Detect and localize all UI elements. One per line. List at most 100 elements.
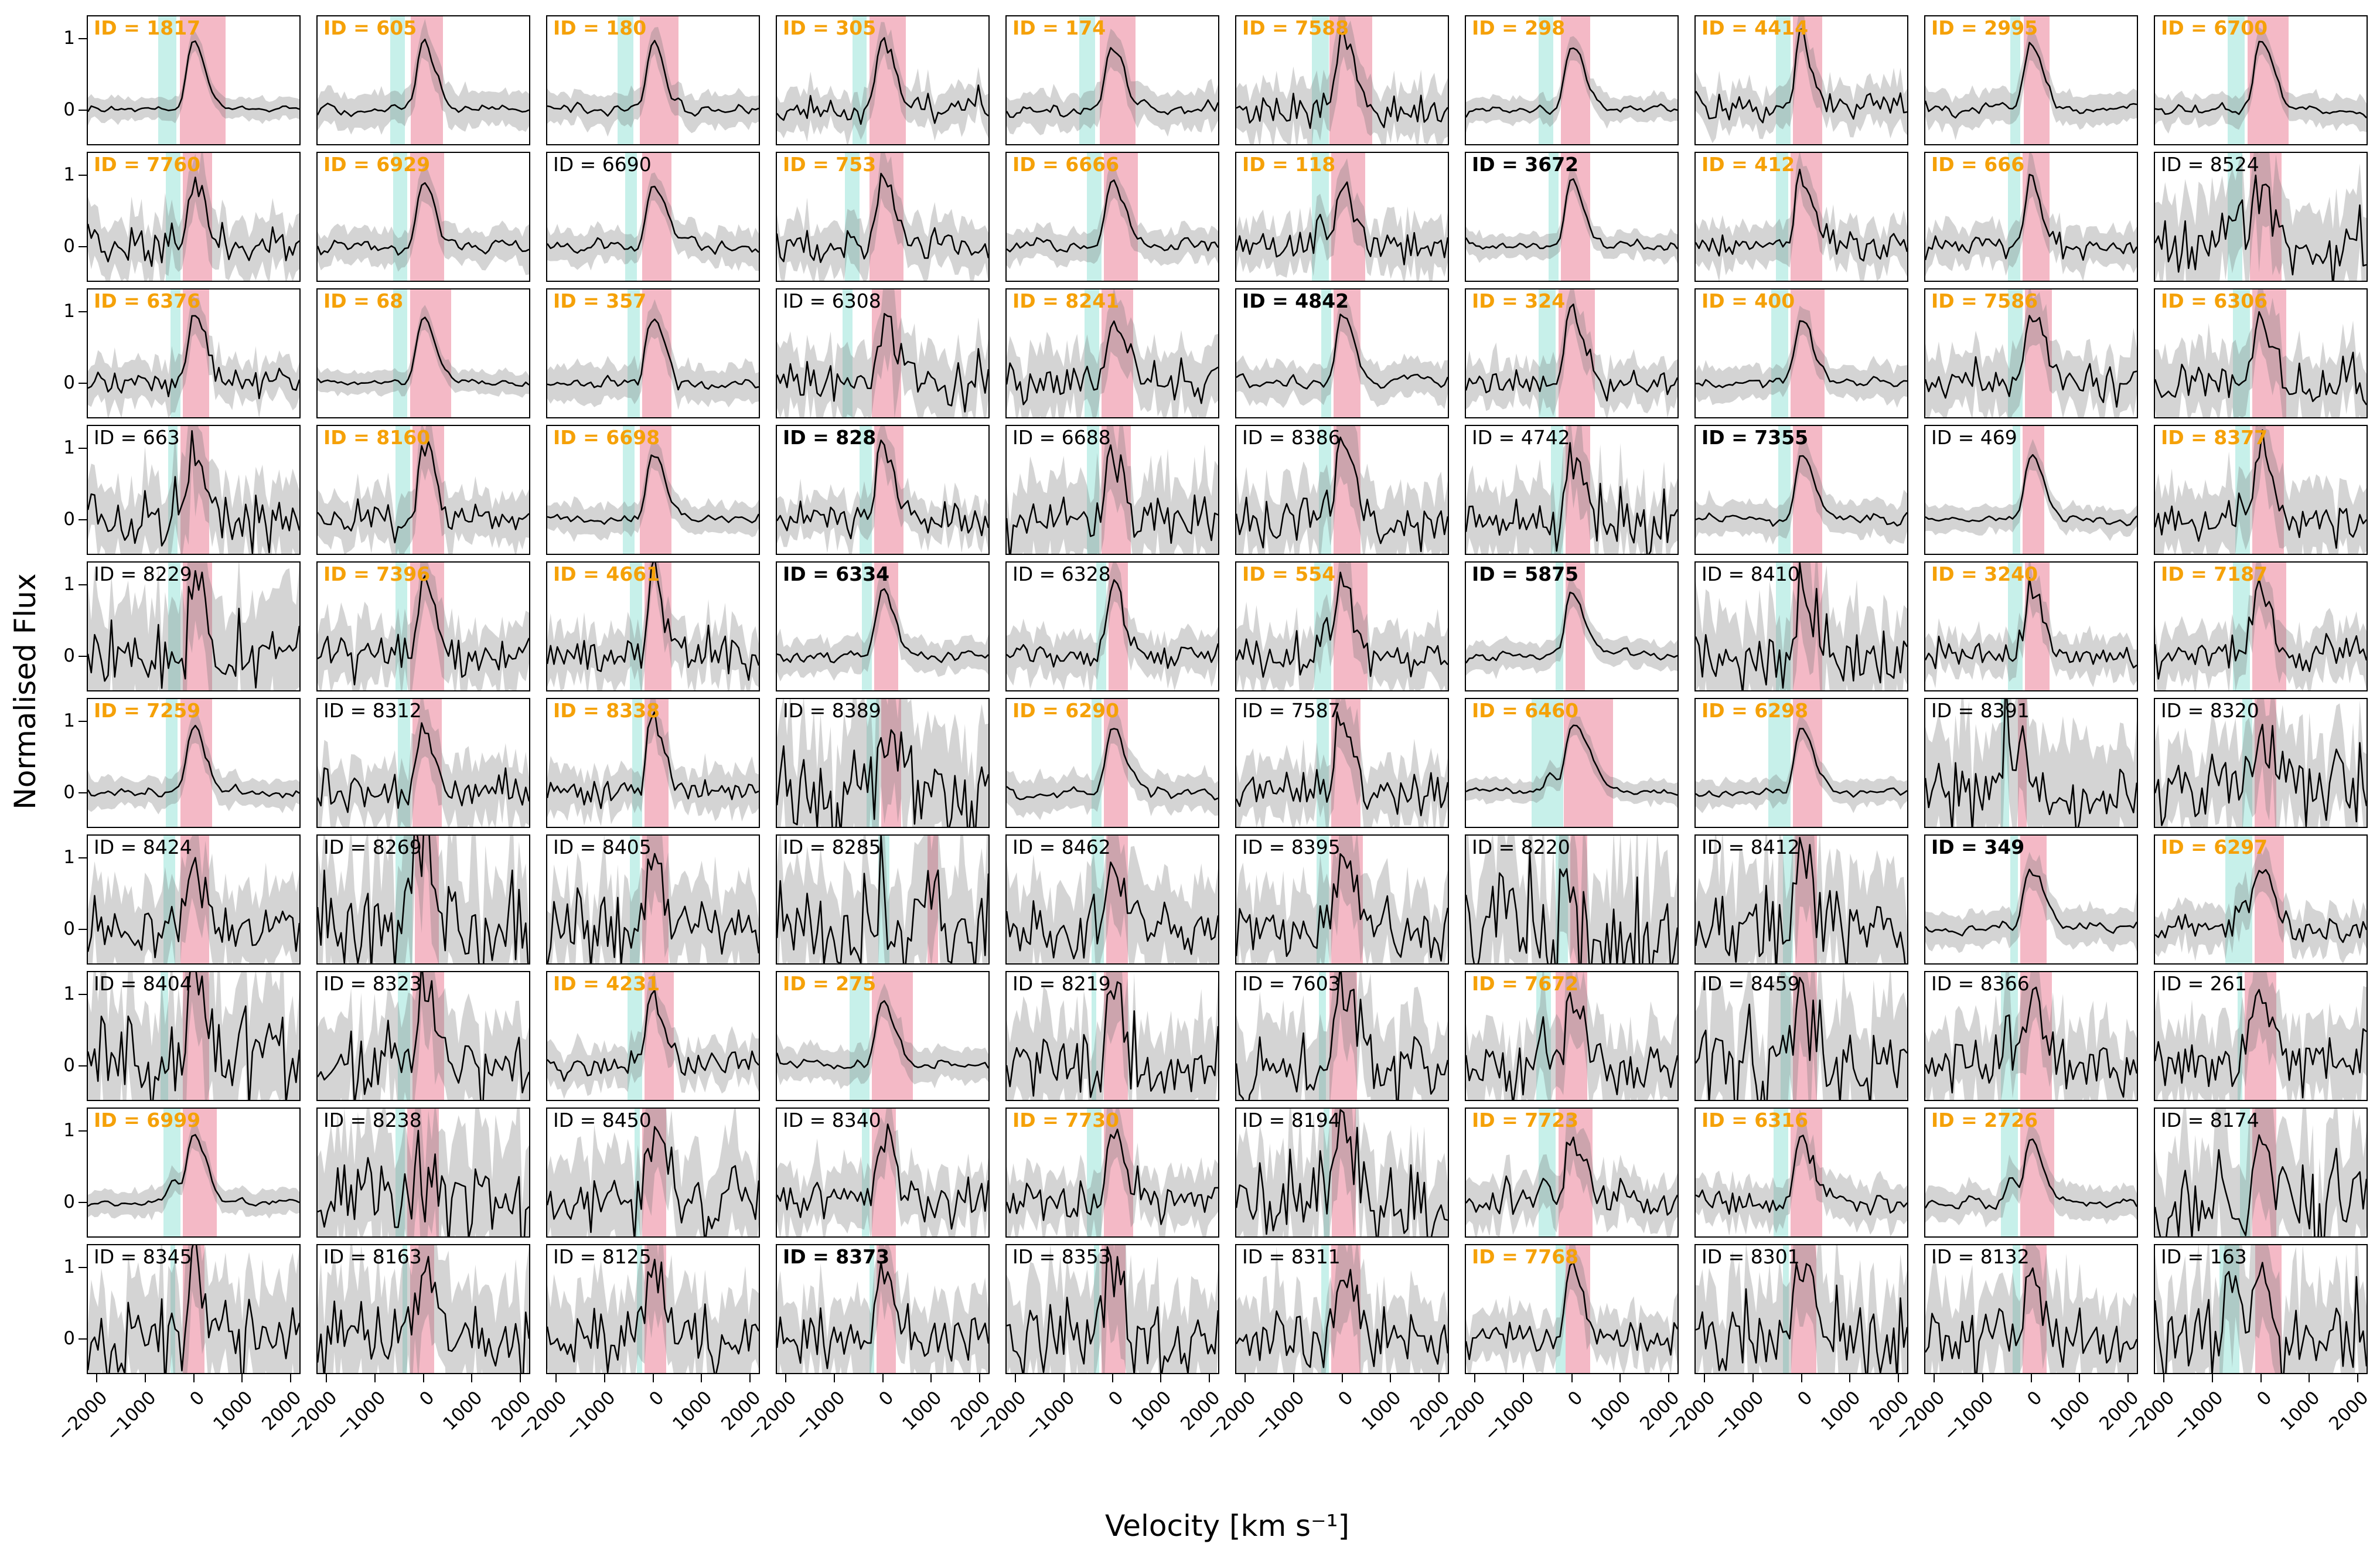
blue-window-band xyxy=(395,563,408,690)
panel-id-label: ID = 8462 xyxy=(1012,836,1111,858)
spectrum-panel: ID = 666 xyxy=(1924,152,2138,282)
panel-frame: ID = 8459 xyxy=(1694,971,1908,1101)
spectrum-panel: ID = 8386 xyxy=(1235,425,1449,555)
error-band xyxy=(1925,699,2137,827)
panel-id-label: ID = 8338 xyxy=(553,699,660,722)
spectrum-line xyxy=(547,1126,759,1236)
spectrum-plot xyxy=(1466,715,1677,808)
spectrum-plot xyxy=(547,972,759,1099)
x-tick-mark xyxy=(1849,1374,1851,1382)
blue-window-band xyxy=(2232,289,2250,417)
blue-window-band xyxy=(2219,1245,2239,1373)
panel-id-label: ID = 8377 xyxy=(2161,426,2268,449)
spectrum-panel: ID = 554 xyxy=(1235,561,1449,691)
spectrum-line xyxy=(547,318,759,391)
panel-id-label: ID = 7723 xyxy=(1472,1109,1579,1132)
error-band xyxy=(1236,1109,1448,1236)
panel-frame: ID = 6999 xyxy=(87,1108,301,1238)
error-band xyxy=(777,983,988,1089)
y-tick-label: 0 xyxy=(63,1055,75,1076)
spectrum-line xyxy=(547,40,759,117)
error-band xyxy=(88,426,299,554)
blue-window-band xyxy=(1775,153,1788,281)
spectrum-plot xyxy=(777,836,988,963)
panel-frame: ID = 6698 xyxy=(546,425,760,555)
red-window-band xyxy=(642,289,671,417)
spectrum-line xyxy=(88,430,299,554)
x-tick-mark xyxy=(422,1374,424,1382)
panel-id-label: ID = 7586 xyxy=(1931,289,2038,312)
error-band xyxy=(1007,289,1218,417)
blue-window-band xyxy=(158,16,176,144)
error-band xyxy=(1007,162,1218,270)
red-window-band xyxy=(1100,16,1136,144)
spectrum-line xyxy=(1007,179,1218,253)
blue-window-band xyxy=(2010,836,2018,963)
spectrum-plot xyxy=(88,836,299,963)
spectrum-line xyxy=(1925,315,2137,408)
blue-window-band xyxy=(161,972,168,1100)
spectrum-panel: ID = 6376 0 1 xyxy=(63,288,301,418)
red-window-band xyxy=(2247,16,2289,144)
y-tick-mark xyxy=(79,792,87,794)
red-window-band xyxy=(182,1109,217,1236)
spectrum-line xyxy=(2155,989,2367,1099)
panel-id-label: ID = 605 xyxy=(323,16,417,39)
spectrum-plot xyxy=(1925,25,2137,141)
panel-id-label: ID = 6306 xyxy=(2161,289,2268,312)
spectrum-plot xyxy=(1007,289,1218,417)
error-band xyxy=(88,30,299,126)
blue-window-band xyxy=(2242,699,2252,827)
spectrum-plot xyxy=(1696,1245,1907,1373)
error-band xyxy=(318,19,529,135)
spectrum-panel: ID = 118 xyxy=(1235,152,1449,282)
panel-id-label: ID = 6929 xyxy=(323,153,431,176)
spectrum-line xyxy=(318,38,529,117)
panel-frame: ID = 8345 xyxy=(87,1244,301,1374)
spectrum-plot xyxy=(2155,1245,2367,1373)
panel-frame: ID = 6308 xyxy=(776,288,990,418)
y-tick-mark xyxy=(79,175,87,176)
error-band xyxy=(1466,715,1677,808)
error-band xyxy=(88,972,299,1100)
blue-window-band xyxy=(842,289,853,417)
blue-window-band xyxy=(1319,972,1327,1100)
spectrum-plot xyxy=(318,1109,529,1236)
blue-window-band xyxy=(850,972,870,1100)
y-tick-label: 1 xyxy=(63,1120,75,1142)
blue-window-band xyxy=(845,153,860,281)
red-window-band xyxy=(2249,153,2282,281)
panel-id-label: ID = 6334 xyxy=(783,563,890,585)
panel-frame: ID = 8389 xyxy=(776,698,990,828)
blue-window-band xyxy=(1783,1245,1789,1373)
panel-frame: ID = 8163 xyxy=(316,1244,530,1374)
panel-id-label: ID = 6698 xyxy=(553,426,660,449)
blue-window-band xyxy=(1771,289,1788,417)
red-window-band xyxy=(1560,153,1590,281)
panel-frame: ID = 7672 xyxy=(1465,971,1679,1101)
spectrum-plot xyxy=(1466,426,1677,554)
error-band xyxy=(1466,1113,1677,1236)
spectrum-plot xyxy=(1236,972,1448,1100)
spectrum-line xyxy=(1007,861,1218,960)
spectrum-line xyxy=(1696,1262,1907,1373)
spectrum-line xyxy=(1696,728,1907,798)
panel-frame: ID = 8320 xyxy=(2154,698,2368,828)
panel-frame: ID = 8285 xyxy=(776,834,990,965)
panel-frame: ID = 400 xyxy=(1694,288,1908,418)
spectrum-line xyxy=(2155,724,2367,827)
spectrum-line xyxy=(1466,47,1677,118)
spectrum-line xyxy=(1925,986,2137,1098)
error-band xyxy=(777,153,988,281)
x-tick-mark xyxy=(325,1374,327,1382)
spectrum-line xyxy=(2155,578,2367,680)
spectrum-plot xyxy=(547,1245,759,1373)
spectrum-panel: ID = 7586 xyxy=(1924,288,2138,418)
panel-id-label: ID = 357 xyxy=(553,289,647,312)
spectrum-plot xyxy=(1696,1109,1907,1236)
spectrum-panel: ID = 6460 xyxy=(1465,698,1679,828)
panel-id-label: ID = 68 xyxy=(323,289,404,312)
spectrum-plot xyxy=(1696,16,1907,144)
error-band xyxy=(88,153,299,281)
error-band xyxy=(1236,16,1448,144)
